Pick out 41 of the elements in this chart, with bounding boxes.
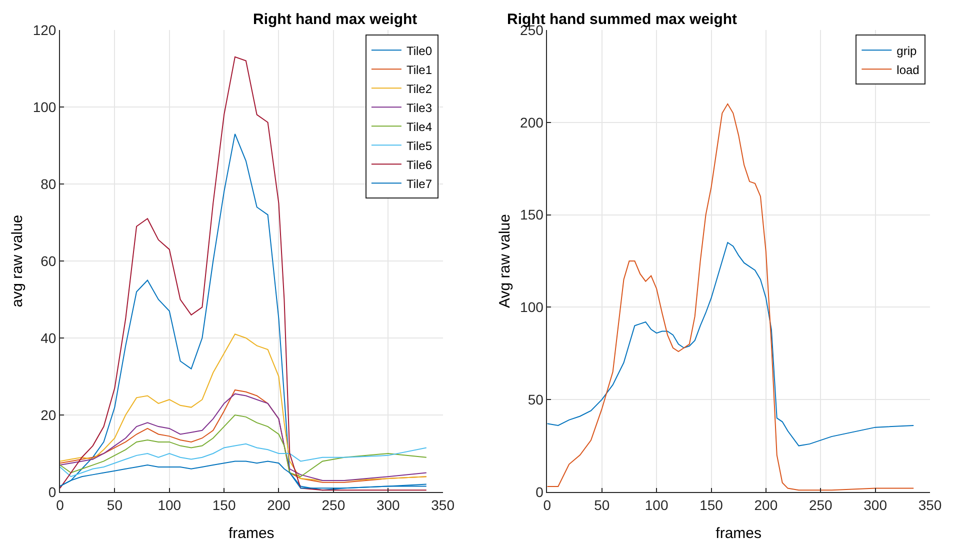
x-tick-label: 300 [864, 496, 888, 513]
y-tick-label: 80 [40, 176, 56, 192]
x-tick-label: 150 [700, 496, 724, 513]
y-tick-label: 20 [40, 406, 56, 423]
y-tick-label: 100 [32, 98, 56, 115]
y-tick-label: 100 [520, 299, 544, 316]
legend-label: load [896, 62, 920, 77]
legend-label: Tile7 [406, 176, 432, 191]
x-tick-label: 300 [376, 496, 400, 513]
legend-label: grip [896, 44, 917, 58]
x-tick-label: 200 [267, 496, 291, 513]
chart-title: Right hand max weight [253, 11, 418, 28]
legend-label: Tile4 [406, 120, 432, 134]
x-tick-label: 200 [754, 496, 778, 513]
y-tick-label: 120 [32, 22, 56, 38]
legend-label: Tile1 [406, 62, 432, 77]
legend-label: Tile3 [406, 100, 432, 115]
y-tick-label: 60 [40, 252, 56, 269]
x-tick-label: 250 [322, 496, 346, 513]
x-tick-label: 100 [644, 496, 668, 513]
x-tick-label: 350 [918, 496, 942, 513]
x-tick-label: 150 [212, 496, 236, 513]
y-axis-title: avg raw value [9, 214, 26, 308]
x-tick-label: 350 [431, 496, 455, 513]
x-tick-label: 50 [594, 496, 610, 513]
x-tick-label: 50 [106, 496, 123, 513]
x-axis-title: frames [716, 524, 762, 542]
y-tick-label: 200 [520, 114, 544, 130]
y-tick-label: 0 [536, 484, 544, 500]
x-tick-label: 250 [808, 496, 833, 513]
legend-label: Tile0 [406, 44, 432, 58]
legend-label: Tile5 [406, 138, 432, 153]
y-axis-title: Avg raw value [496, 214, 514, 308]
x-tick-label: 100 [158, 496, 182, 513]
x-axis-title: frames [228, 524, 274, 542]
y-tick-label: 40 [40, 330, 56, 346]
y-tick-label: 50 [528, 392, 544, 408]
legend-label: Tile2 [406, 82, 432, 96]
legend-label: Tile6 [406, 158, 432, 172]
y-tick-label: 150 [520, 206, 544, 223]
y-tick-label: 0 [48, 484, 56, 500]
